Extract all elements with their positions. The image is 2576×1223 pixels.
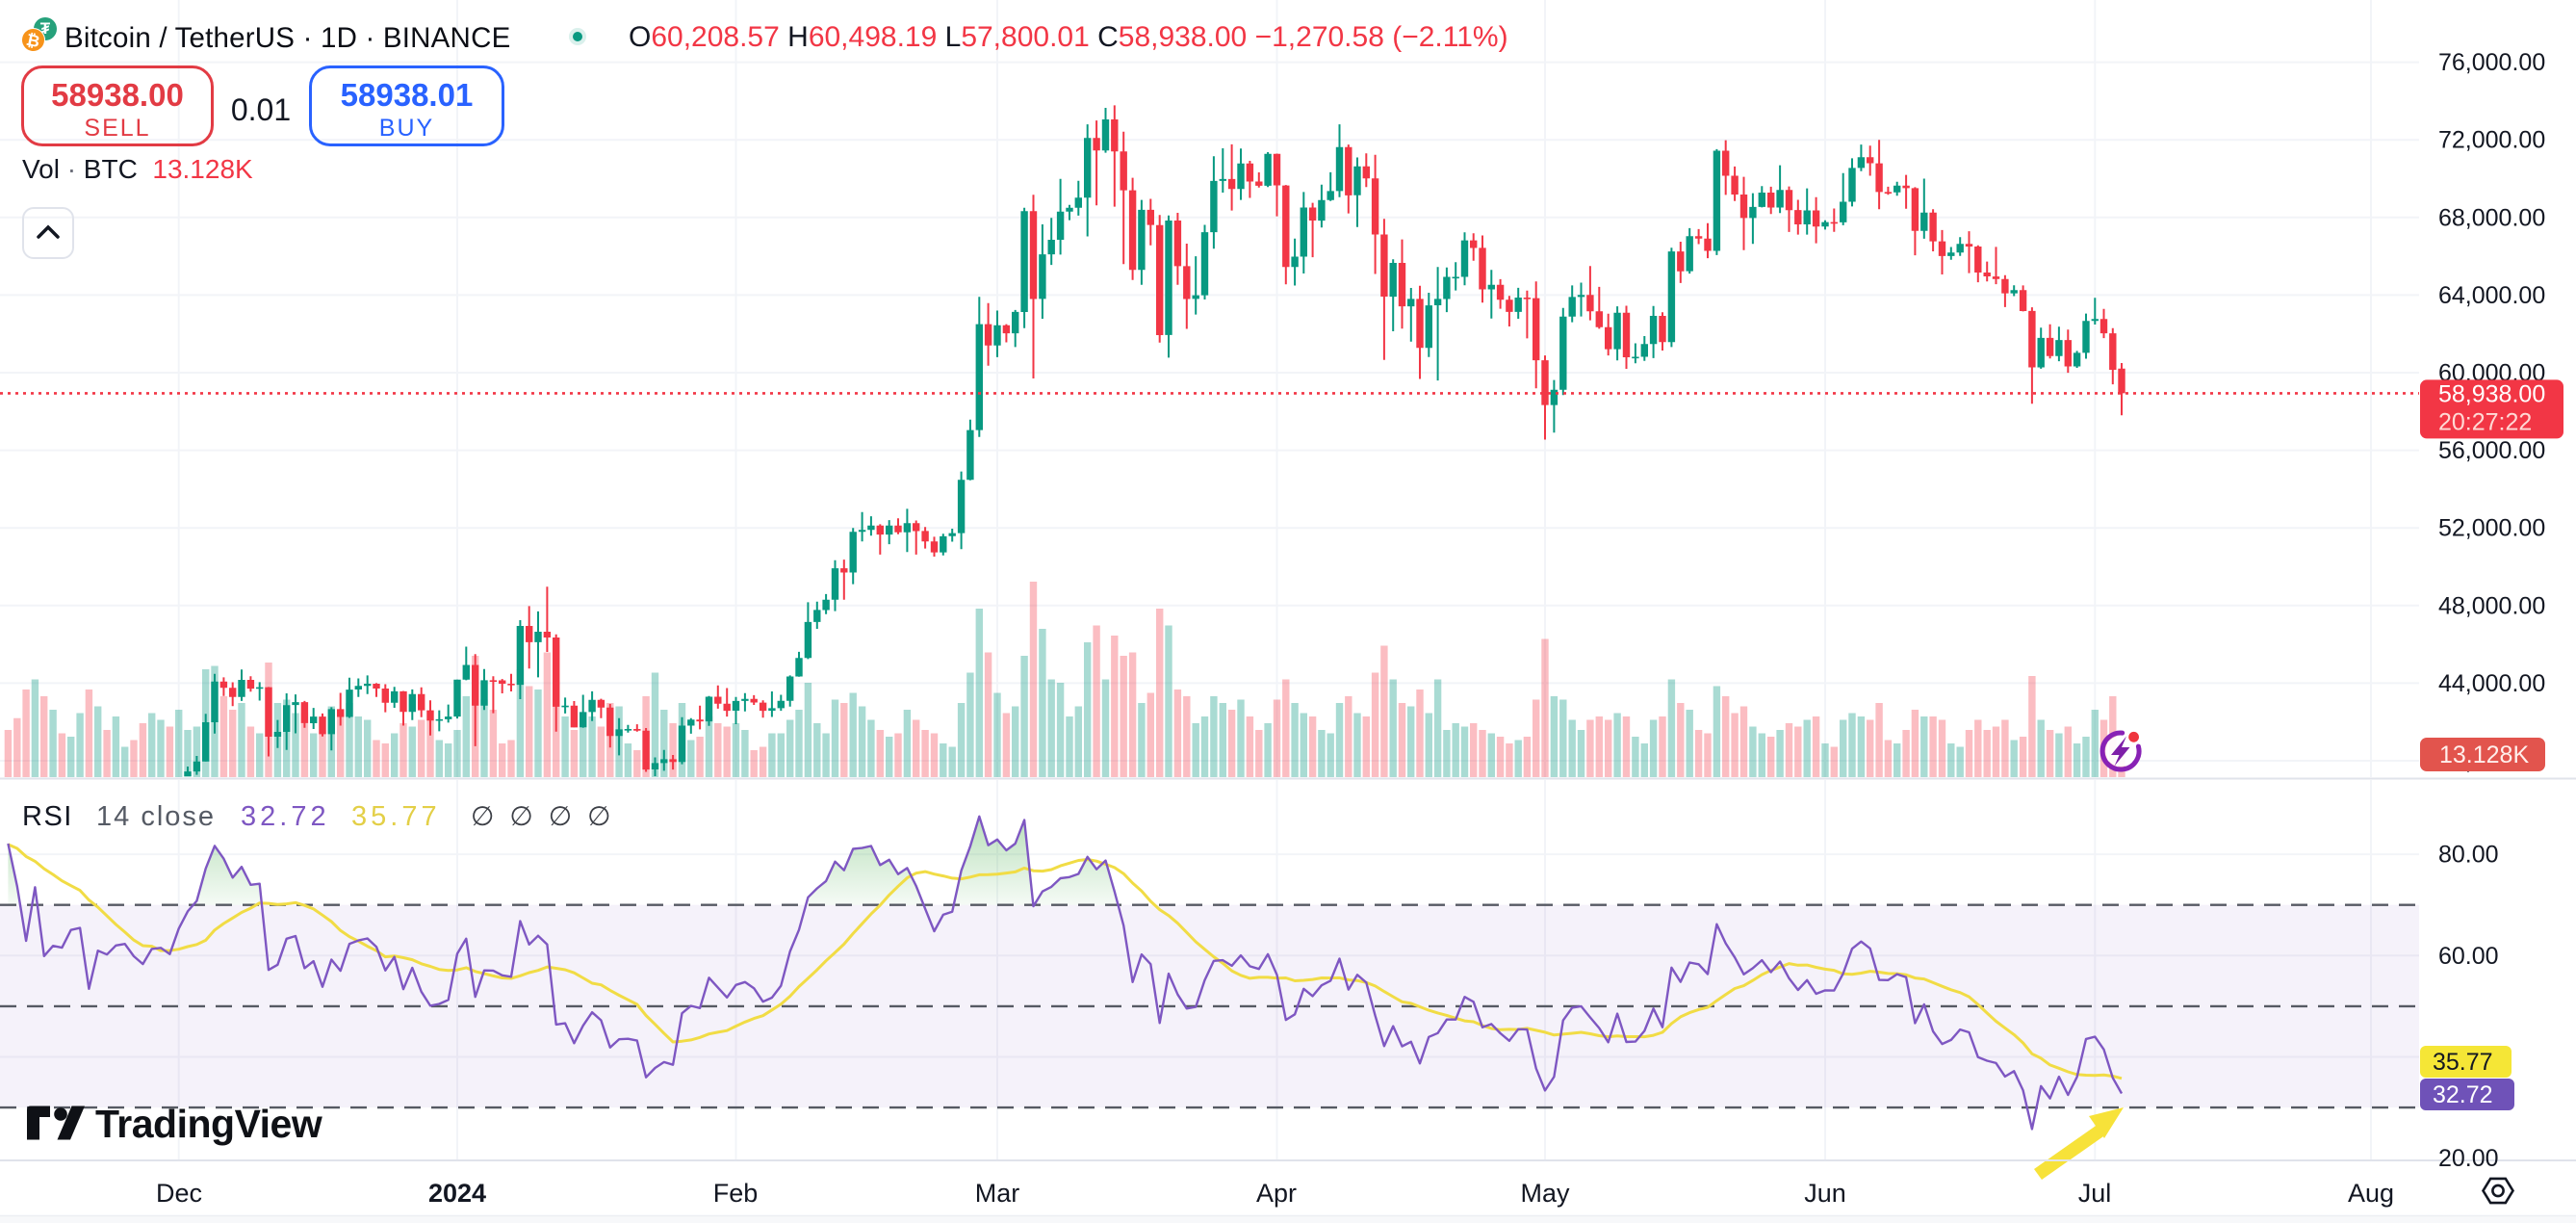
svg-text:Dec: Dec: [156, 1179, 202, 1208]
svg-text:56,000.00: 56,000.00: [2438, 437, 2545, 464]
svg-text:60.00: 60.00: [2438, 943, 2499, 970]
svg-text:20.00: 20.00: [2438, 1145, 2499, 1172]
svg-text:Apr: Apr: [1256, 1179, 1297, 1208]
svg-text:2024: 2024: [428, 1179, 486, 1208]
svg-text:76,000.00: 76,000.00: [2438, 49, 2545, 76]
svg-text:32.72: 32.72: [2433, 1081, 2493, 1108]
svg-text:20:27:22: 20:27:22: [2438, 408, 2532, 435]
svg-text:44,000.00: 44,000.00: [2438, 670, 2545, 697]
svg-text:68,000.00: 68,000.00: [2438, 204, 2545, 231]
svg-text:May: May: [1520, 1179, 1570, 1208]
svg-text:52,000.00: 52,000.00: [2438, 515, 2545, 542]
svg-text:TradingView: TradingView: [95, 1102, 322, 1146]
svg-text:58,938.00: 58,938.00: [2438, 380, 2545, 407]
svg-text:35.77: 35.77: [2433, 1049, 2493, 1076]
svg-text:13.128K: 13.128K: [2439, 742, 2529, 768]
svg-text:Jul: Jul: [2078, 1179, 2112, 1208]
svg-text:Mar: Mar: [975, 1179, 1020, 1208]
svg-text:Feb: Feb: [713, 1179, 759, 1208]
svg-text:72,000.00: 72,000.00: [2438, 127, 2545, 154]
svg-text:64,000.00: 64,000.00: [2438, 282, 2545, 309]
svg-text:80.00: 80.00: [2438, 842, 2499, 869]
svg-text:Aug: Aug: [2348, 1179, 2394, 1208]
svg-text:48,000.00: 48,000.00: [2438, 592, 2545, 619]
svg-text:Jun: Jun: [1804, 1179, 1846, 1208]
